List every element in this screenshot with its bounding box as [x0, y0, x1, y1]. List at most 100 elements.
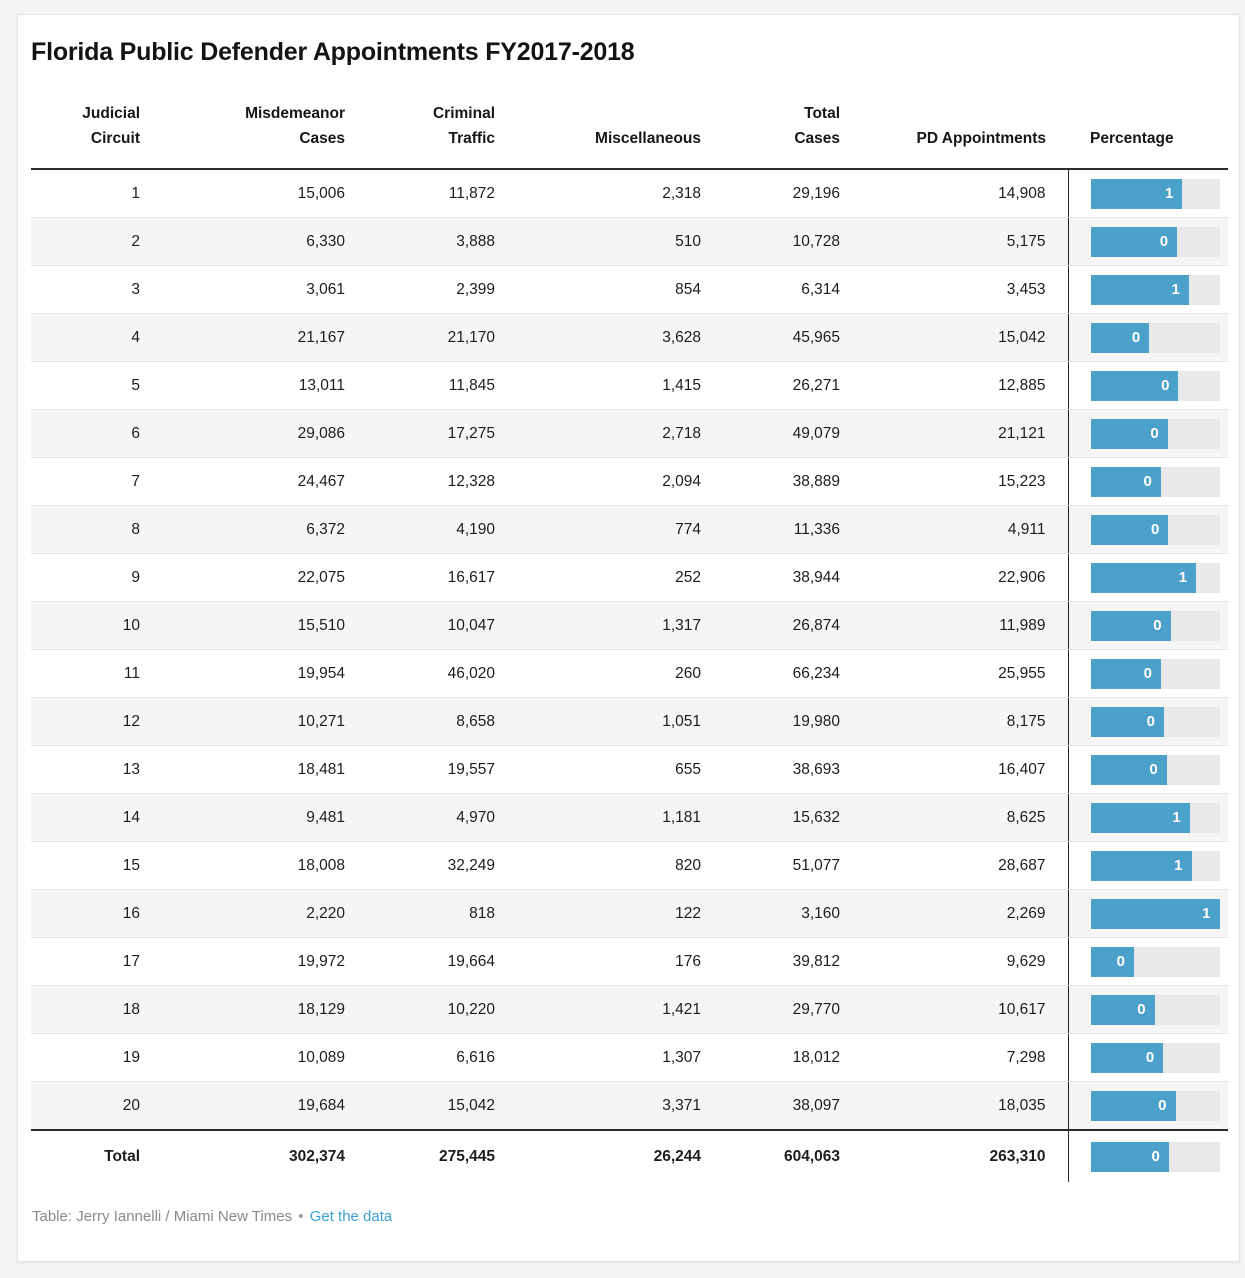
- percentage-bar-track: 0: [1090, 370, 1220, 401]
- percentage-bar-track: 0: [1090, 1042, 1220, 1073]
- percentage-bar-value: 0: [1158, 1096, 1167, 1114]
- cell-percentage: 0: [1067, 601, 1228, 650]
- cell-judicial-circuit: 2: [31, 217, 140, 266]
- cell-criminal-traffic: 16,617: [345, 553, 495, 602]
- cell-pd-appointments: 2,269: [840, 889, 1068, 938]
- cell-miscellaneous: 1,051: [495, 697, 701, 746]
- cell-percentage: 0: [1067, 1081, 1228, 1131]
- cell-misdemeanor-cases: 29,086: [140, 409, 345, 458]
- cell-total-cases: 604,063: [701, 1129, 840, 1182]
- table-row: 18 18,129 10,220 1,421 29,770 10,617 0: [31, 985, 1228, 1034]
- footer-bullet: •: [298, 1208, 304, 1225]
- cell-misdemeanor-cases: 13,011: [140, 361, 345, 410]
- table-row: 19 10,089 6,616 1,307 18,012 7,298 0: [31, 1033, 1228, 1082]
- cell-misdemeanor-cases: 19,954: [140, 649, 345, 698]
- cell-total-cases: 51,077: [701, 841, 840, 890]
- cell-total-cases: 49,079: [701, 409, 840, 458]
- cell-misdemeanor-cases: 10,089: [140, 1033, 345, 1082]
- percentage-bar-fill: 0: [1090, 994, 1155, 1025]
- percentage-bar-fill: 1: [1090, 802, 1190, 833]
- cell-miscellaneous: 1,421: [495, 985, 701, 1034]
- cell-total-cases: 66,234: [701, 649, 840, 698]
- percentage-bar-track: 1: [1090, 898, 1220, 929]
- percentage-bar-value: 0: [1137, 1000, 1146, 1018]
- cell-total-cases: 38,693: [701, 745, 840, 794]
- cell-pd-appointments: 263,310: [840, 1129, 1068, 1182]
- cell-judicial-circuit: 6: [31, 409, 140, 458]
- percentage-bar-fill: 0: [1090, 706, 1165, 737]
- cell-judicial-circuit: 18: [31, 985, 140, 1034]
- cell-judicial-circuit: 9: [31, 553, 140, 602]
- cell-total-cases: 18,012: [701, 1033, 840, 1082]
- cell-judicial-circuit: 15: [31, 841, 140, 890]
- cell-miscellaneous: 122: [495, 889, 701, 938]
- cell-total-cases: 6,314: [701, 265, 840, 314]
- column-header-judicial-circuit: Judicial Circuit: [31, 91, 140, 170]
- cell-judicial-circuit: 20: [31, 1081, 140, 1131]
- table-row: 15 18,008 32,249 820 51,077 28,687 1: [31, 841, 1228, 890]
- percentage-bar-value: 0: [1131, 328, 1141, 346]
- table-body: 1 15,006 11,872 2,318 29,196 14,908 1 2 …: [31, 169, 1228, 1182]
- percentage-bar-fill: 0: [1090, 418, 1168, 449]
- cell-pd-appointments: 15,223: [840, 457, 1068, 506]
- percentage-bar-track: 1: [1090, 562, 1220, 593]
- percentage-bar-track: 0: [1090, 466, 1220, 497]
- cell-miscellaneous: 2,718: [495, 409, 701, 458]
- percentage-bar-fill: 1: [1090, 850, 1192, 881]
- cell-pd-appointments: 11,989: [840, 601, 1068, 650]
- cell-judicial-circuit: 10: [31, 601, 140, 650]
- cell-criminal-traffic: 17,275: [345, 409, 495, 458]
- column-header-miscellaneous: Miscellaneous: [495, 91, 701, 170]
- percentage-bar-fill: 1: [1090, 178, 1183, 209]
- table-row: 16 2,220 818 122 3,160 2,269 1: [31, 889, 1228, 938]
- percentage-bar-track: 1: [1090, 850, 1220, 881]
- percentage-bar-track: 0: [1090, 1090, 1220, 1121]
- cell-judicial-circuit: 3: [31, 265, 140, 314]
- cell-total-cases: 15,632: [701, 793, 840, 842]
- cell-criminal-traffic: 4,190: [345, 505, 495, 554]
- cell-misdemeanor-cases: 18,008: [140, 841, 345, 890]
- column-header-total-cases: Total Cases: [701, 91, 840, 170]
- cell-misdemeanor-cases: 19,684: [140, 1081, 345, 1131]
- percentage-bar-track: 1: [1090, 802, 1220, 833]
- cell-miscellaneous: 1,307: [495, 1033, 701, 1082]
- cell-criminal-traffic: 32,249: [345, 841, 495, 890]
- cell-percentage: 1: [1067, 553, 1228, 602]
- percentage-bar-fill: 0: [1090, 946, 1134, 977]
- cell-criminal-traffic: 19,557: [345, 745, 495, 794]
- cell-percentage: 1: [1067, 169, 1228, 218]
- table-row: 9 22,075 16,617 252 38,944 22,906 1: [31, 553, 1228, 602]
- percentage-bar-value: 1: [1178, 568, 1188, 586]
- table-row: 3 3,061 2,399 854 6,314 3,453 1: [31, 265, 1228, 314]
- cell-pd-appointments: 9,629: [840, 937, 1068, 986]
- cell-miscellaneous: 655: [495, 745, 701, 794]
- cell-percentage: 1: [1067, 889, 1228, 938]
- cell-pd-appointments: 7,298: [840, 1033, 1068, 1082]
- cell-judicial-circuit: 13: [31, 745, 140, 794]
- percentage-bar-value: 0: [1145, 1048, 1155, 1066]
- cell-judicial-circuit: 11: [31, 649, 140, 698]
- percentage-bar-value: 1: [1202, 904, 1211, 922]
- percentage-bar-track: 1: [1090, 178, 1220, 209]
- cell-miscellaneous: 3,371: [495, 1081, 701, 1131]
- cell-miscellaneous: 510: [495, 217, 701, 266]
- percentage-bar-value: 0: [1143, 664, 1152, 682]
- cell-misdemeanor-cases: 21,167: [140, 313, 345, 362]
- table-header: Judicial Circuit Misdemeanor Cases Crimi…: [31, 91, 1228, 170]
- percentage-bar-track: 0: [1090, 1141, 1220, 1172]
- percentage-bar-fill: 1: [1090, 898, 1220, 929]
- percentage-bar-value: 0: [1150, 424, 1159, 442]
- cell-pd-appointments: 8,175: [840, 697, 1068, 746]
- table-row: 14 9,481 4,970 1,181 15,632 8,625 1: [31, 793, 1228, 842]
- cell-percentage: 0: [1067, 313, 1228, 362]
- get-the-data-link[interactable]: Get the data: [309, 1208, 393, 1225]
- cell-criminal-traffic: 10,220: [345, 985, 495, 1034]
- cell-miscellaneous: 26,244: [495, 1129, 701, 1182]
- percentage-bar-value: 1: [1171, 280, 1180, 298]
- cell-criminal-traffic: 8,658: [345, 697, 495, 746]
- cell-total-cases: 10,728: [701, 217, 840, 266]
- cell-judicial-circuit: 12: [31, 697, 140, 746]
- table-row: 17 19,972 19,664 176 39,812 9,629 0: [31, 937, 1228, 986]
- cell-total-cases: 29,770: [701, 985, 840, 1034]
- cell-pd-appointments: 15,042: [840, 313, 1068, 362]
